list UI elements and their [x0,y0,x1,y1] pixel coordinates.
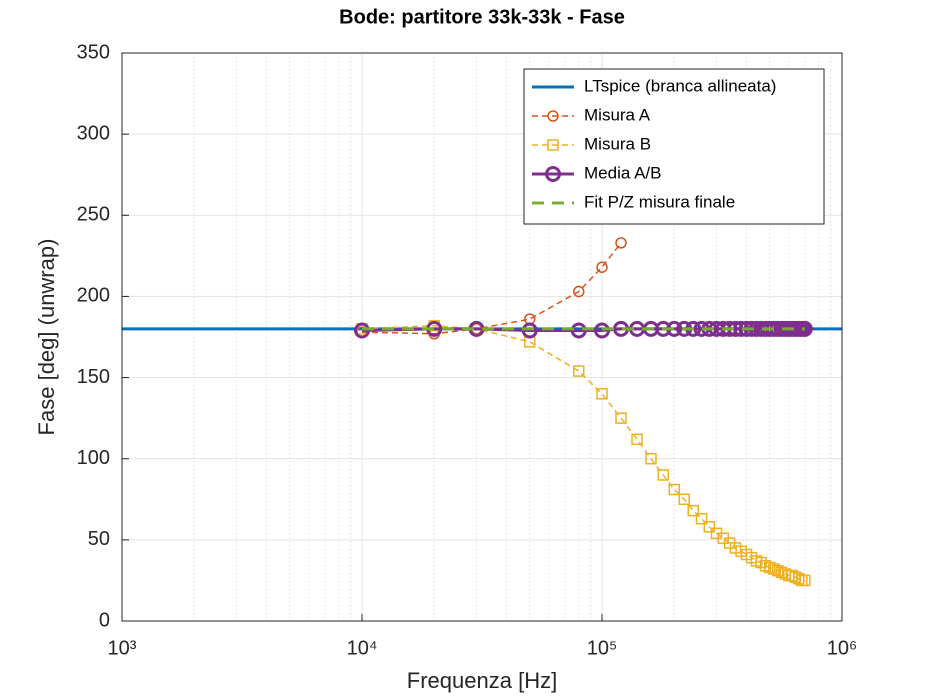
legend-label: Fit P/Z misura finale [584,192,735,211]
marker [547,110,559,122]
marker [764,561,776,574]
series-line [361,324,805,582]
y-tick-label: 150 [77,366,110,388]
marker [521,322,538,339]
marker [768,563,780,575]
chart-title: Bode: partitore 33k-33k - Fase [339,6,625,28]
y-axis-label: Fase [deg] (unwrap) [34,239,59,436]
marker [703,521,716,533]
marker [772,564,784,577]
series-layer [122,237,842,587]
legend-label: LTspice (branca allineata) [584,76,776,95]
y-tick-label: 200 [77,285,110,307]
marker [594,322,610,339]
marker [547,139,559,151]
marker [615,237,627,249]
legend-box [523,68,825,225]
marker [354,322,370,339]
marker [572,365,585,377]
marker [695,513,708,525]
marker [596,261,608,273]
y-tick-label: 0 [99,609,110,631]
marker [657,469,670,481]
x-tick-label: 10⁵ [587,637,618,659]
marker [687,504,700,517]
x-tick-label: 10³ [108,637,137,659]
x-tick-label: 10⁴ [347,637,378,659]
y-tick-label: 100 [77,447,110,469]
marker [570,322,587,339]
y-tick-label: 250 [77,204,110,226]
y-tick-label: 50 [88,528,110,550]
y-tick-label: 350 [77,41,110,63]
marker [796,320,813,337]
legend-label: Misura B [584,134,651,153]
marker [792,573,805,585]
marker [631,433,643,445]
series-line [361,242,622,335]
marker [572,285,585,298]
marker [545,166,561,182]
marker [596,388,608,400]
y-tick-label: 300 [77,122,110,144]
x-tick-label: 10⁶ [827,637,857,659]
legend-label: Misura A [584,105,651,124]
x-axis-label: Frequenza [Hz] [407,668,557,693]
marker [615,412,627,424]
marker [668,483,680,496]
axes-box [121,52,843,622]
legend-label: Media A/B [584,163,662,182]
marker [678,493,690,506]
ticks: 0 50 100 150 200 250 300 350 10³ 10⁴ 10⁵ 10⁶ [77,41,858,659]
marker [645,452,657,465]
legend: LTspice (branca allineata) Misura A Misura… [523,68,825,225]
marker [799,574,811,587]
